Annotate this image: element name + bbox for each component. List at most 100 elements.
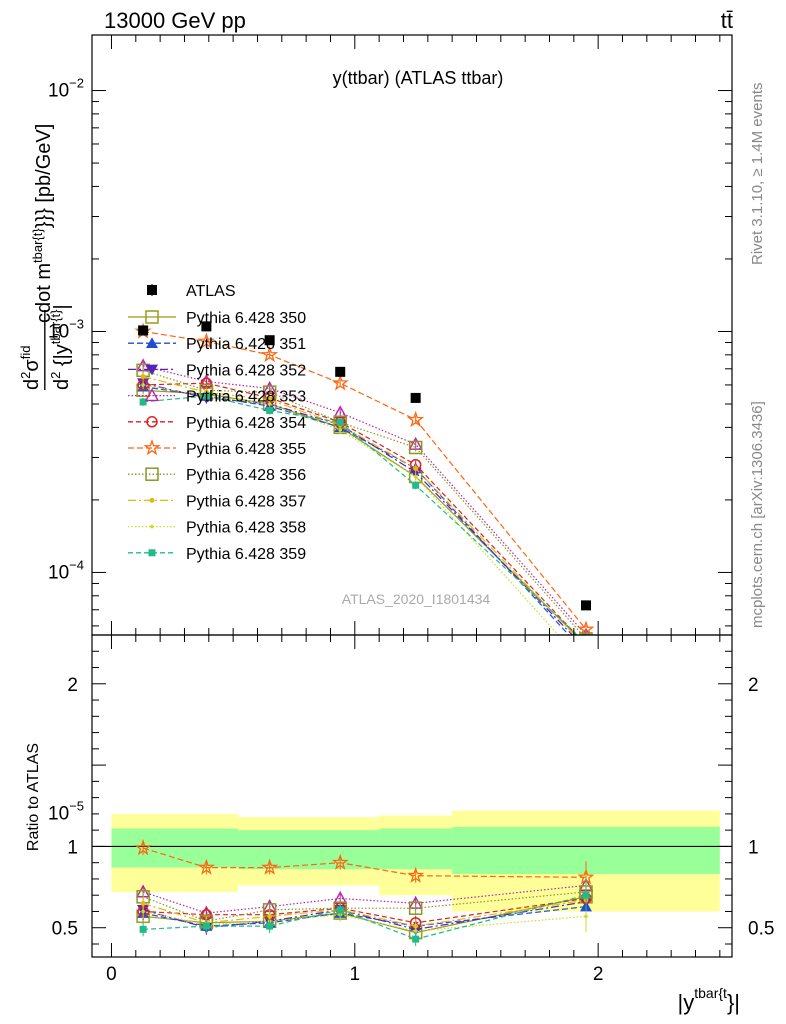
series-point-357 bbox=[267, 397, 273, 403]
ratio-point-356 bbox=[408, 901, 423, 915]
ratio-point-359 bbox=[139, 925, 147, 933]
series-point-354 bbox=[581, 640, 591, 650]
series-point-351 bbox=[580, 648, 592, 659]
ratio-frame bbox=[91, 634, 733, 958]
legend-label: Pythia 6.428 352 bbox=[186, 362, 306, 379]
series-point-356 bbox=[408, 440, 423, 455]
series-point-357 bbox=[140, 374, 146, 380]
ratio-point-358 bbox=[413, 929, 418, 933]
main-series-layer bbox=[134, 322, 595, 659]
series-line-357 bbox=[142, 376, 576, 635]
x-axis-label: |ytbar{t}| bbox=[678, 985, 740, 1015]
ratio-y-axis-label: Ratio to ATLAS bbox=[25, 743, 42, 851]
ratio-point-359 bbox=[582, 891, 590, 899]
ratio-line-352 bbox=[142, 901, 587, 931]
ratio-y-tick-label-right: 1 bbox=[748, 837, 759, 858]
series-point-355 bbox=[197, 332, 215, 349]
series-point-358 bbox=[141, 383, 145, 387]
ratio-line-356 bbox=[142, 891, 587, 922]
ratio-point-359 bbox=[412, 935, 420, 943]
legend-marker bbox=[146, 364, 158, 376]
legend-label: Pythia 6.428 350 bbox=[186, 310, 306, 327]
main-y-axis-label: d2σfid ———— d2 {|ytbar{t}| cdot mtbar{t}… bbox=[18, 124, 73, 390]
band-inner bbox=[379, 828, 453, 870]
series-point-357 bbox=[583, 645, 588, 650]
series-line-359 bbox=[143, 395, 579, 635]
legend-marker bbox=[145, 310, 159, 324]
ratio-point-359 bbox=[202, 922, 210, 930]
ratio-y-tick-label-right: 0.5 bbox=[748, 919, 774, 940]
series-point-359 bbox=[139, 398, 147, 406]
legend-label: Pythia 6.428 354 bbox=[186, 415, 306, 432]
main-y-tick-label: 10−5 bbox=[48, 798, 84, 824]
analysis-watermark: ATLAS_2020_I1801434 bbox=[342, 591, 491, 607]
legend-label: Pythia 6.428 357 bbox=[186, 493, 306, 510]
series-point-359 bbox=[202, 392, 210, 400]
main-plot: 10−510−410−310−2 y(ttbar) (ATLAS ttbar) … bbox=[48, 34, 733, 824]
ratio-y-tick-label-right: 2 bbox=[748, 675, 759, 696]
ratio-uncertainty-bands bbox=[92, 810, 732, 912]
ratio-series-layer bbox=[134, 838, 595, 947]
ratio-y-tick-label-left: 0.5 bbox=[52, 919, 78, 940]
ratio-y-tick-label-left: 2 bbox=[67, 675, 78, 696]
ratio-point-359 bbox=[336, 906, 344, 914]
ratio-line-358 bbox=[142, 910, 587, 932]
legend-marker bbox=[148, 549, 156, 557]
legend-marker bbox=[146, 416, 158, 428]
legend-marker-data bbox=[147, 285, 157, 295]
series-line-354 bbox=[143, 382, 578, 635]
mcplots-label: mcplots.cern.ch [arXiv:1306.3436] bbox=[749, 401, 766, 628]
data-point bbox=[410, 392, 421, 403]
series-point-355 bbox=[331, 374, 349, 391]
y-label-fraction-bar: ———— bbox=[33, 310, 55, 390]
legend-label-data: ATLAS bbox=[186, 283, 236, 300]
ratio-line-350 bbox=[143, 896, 587, 934]
series-point-358 bbox=[413, 474, 418, 479]
legend-marker bbox=[149, 497, 155, 503]
ratio-point-355 bbox=[261, 858, 279, 875]
ratio-point-357 bbox=[140, 900, 146, 906]
legend-label: Pythia 6.428 353 bbox=[186, 389, 306, 406]
x-tick-label: 0 bbox=[106, 964, 117, 985]
ratio-point-358 bbox=[141, 909, 145, 914]
ratio-line-353 bbox=[142, 884, 587, 914]
series-point-357 bbox=[413, 465, 419, 471]
ratio-point-355 bbox=[331, 853, 349, 870]
series-point-355 bbox=[407, 410, 425, 428]
series-line-352 bbox=[142, 382, 574, 635]
legend-label: Pythia 6.428 358 bbox=[186, 520, 306, 537]
main-y-tick-label: 10−3 bbox=[48, 316, 84, 342]
legend-label: Pythia 6.428 356 bbox=[186, 467, 306, 484]
data-point bbox=[580, 600, 591, 611]
ratio-point-355 bbox=[197, 858, 215, 875]
main-y-tick-label: 10−2 bbox=[48, 76, 84, 102]
series-line-355 bbox=[143, 330, 587, 630]
ratio-point-359 bbox=[266, 922, 274, 930]
series-point-355 bbox=[261, 345, 279, 363]
ratio-axes: 0.5 0.5 1 1 2 2 0 1 2 bbox=[52, 634, 774, 985]
data-point bbox=[201, 321, 212, 332]
main-data-layer bbox=[138, 321, 591, 611]
header-process-label: tt̄ bbox=[721, 8, 733, 33]
ratio-line-357 bbox=[142, 899, 587, 927]
data-point bbox=[138, 325, 149, 336]
legend-marker bbox=[150, 524, 154, 529]
legend-marker bbox=[143, 438, 161, 456]
y-label-d2sigma: d2σfid bbox=[18, 346, 43, 390]
series-point-359 bbox=[336, 418, 344, 426]
series-point-350 bbox=[580, 639, 592, 651]
ratio-point-358 bbox=[584, 914, 588, 919]
series-point-356 bbox=[579, 632, 593, 635]
main-y-tick-label: 10−4 bbox=[48, 557, 84, 583]
legend-label: Pythia 6.428 355 bbox=[186, 441, 306, 458]
series-point-352 bbox=[580, 644, 592, 655]
ratio-line-354 bbox=[143, 897, 587, 924]
ratio-line-359 bbox=[143, 894, 587, 940]
series-point-359 bbox=[266, 406, 274, 414]
series-line-350 bbox=[143, 389, 577, 635]
ratio-point-355 bbox=[134, 838, 152, 856]
x-tick-label: 2 bbox=[593, 964, 604, 985]
data-point bbox=[335, 366, 346, 377]
ratio-y-tick-label-left: 1 bbox=[67, 837, 78, 858]
